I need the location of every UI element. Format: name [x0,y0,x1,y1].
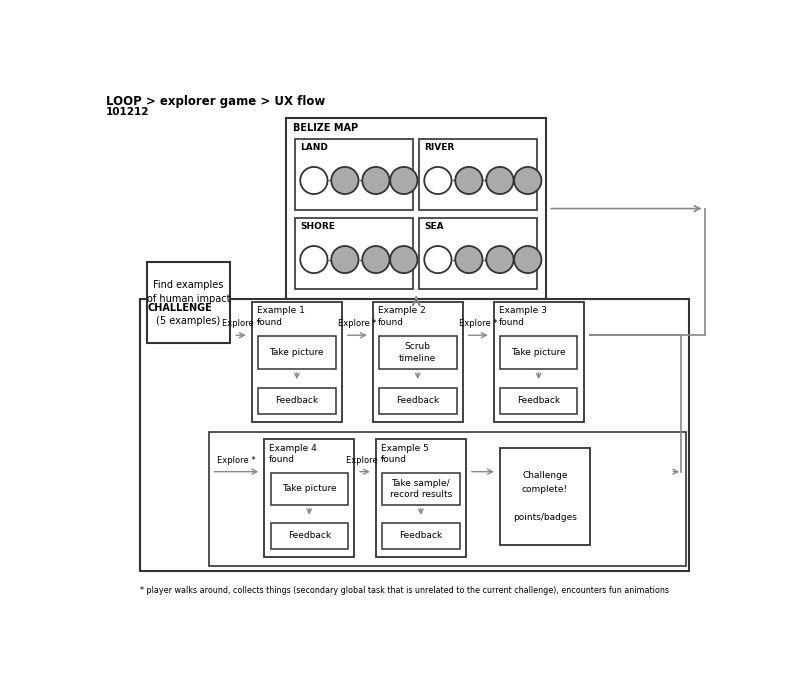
Ellipse shape [455,246,482,273]
Text: Challenge: Challenge [522,471,568,480]
Ellipse shape [300,246,327,273]
Text: Example 1: Example 1 [257,307,305,316]
Ellipse shape [331,167,358,194]
Ellipse shape [514,246,542,273]
Ellipse shape [331,246,358,273]
Text: BELIZE MAP: BELIZE MAP [294,122,358,133]
Text: SEA: SEA [424,222,444,231]
Text: found: found [381,455,407,464]
Text: Explore *: Explore * [217,456,256,464]
Ellipse shape [455,167,482,194]
FancyBboxPatch shape [419,218,537,290]
Text: LAND: LAND [300,143,328,152]
Text: Example 2: Example 2 [378,307,426,316]
FancyBboxPatch shape [500,448,590,545]
FancyBboxPatch shape [379,388,457,414]
FancyBboxPatch shape [379,337,457,369]
FancyBboxPatch shape [209,432,686,566]
Text: Example 4: Example 4 [270,443,317,453]
Text: Scrub: Scrub [405,343,430,352]
FancyBboxPatch shape [264,439,354,556]
FancyBboxPatch shape [376,439,466,556]
Text: Take picture: Take picture [511,348,566,357]
FancyBboxPatch shape [286,118,546,299]
FancyBboxPatch shape [258,337,336,369]
FancyBboxPatch shape [258,388,336,414]
FancyBboxPatch shape [270,473,348,505]
FancyBboxPatch shape [500,337,578,369]
Text: complete!: complete! [522,486,568,494]
Text: found: found [498,318,525,327]
Text: Explore *: Explore * [338,319,377,328]
Text: Feedback: Feedback [399,531,442,540]
Text: Example 3: Example 3 [498,307,546,316]
FancyBboxPatch shape [373,301,462,422]
FancyBboxPatch shape [270,523,348,549]
Ellipse shape [486,167,514,194]
Text: Explore *: Explore * [346,456,384,464]
Text: Feedback: Feedback [288,531,331,540]
FancyBboxPatch shape [140,299,689,571]
Text: of human impact: of human impact [146,294,230,304]
Ellipse shape [362,167,390,194]
Text: Explore *: Explore * [459,319,498,328]
FancyBboxPatch shape [295,218,413,290]
Ellipse shape [300,167,327,194]
Text: record results: record results [390,490,452,499]
FancyBboxPatch shape [382,473,459,505]
FancyBboxPatch shape [419,139,537,210]
Ellipse shape [362,246,390,273]
FancyBboxPatch shape [382,523,459,549]
Ellipse shape [486,246,514,273]
Text: Find examples: Find examples [153,280,223,290]
Text: found: found [257,318,283,327]
Ellipse shape [390,167,418,194]
Ellipse shape [514,167,542,194]
Text: Take picture: Take picture [282,484,337,493]
Text: points/badges: points/badges [513,513,577,522]
Text: 101212: 101212 [106,107,150,117]
FancyBboxPatch shape [252,301,342,422]
Text: timeline: timeline [399,354,436,363]
Ellipse shape [390,246,418,273]
Ellipse shape [424,167,451,194]
Text: Take picture: Take picture [270,348,324,357]
Text: * player walks around, collects things (secondary global task that is unrelated : * player walks around, collects things (… [140,586,670,595]
Text: CHALLENGE: CHALLENGE [148,303,213,313]
Text: Feedback: Feedback [275,396,318,405]
Text: Take sample/: Take sample/ [391,479,450,488]
Text: Explore *: Explore * [222,319,260,328]
FancyBboxPatch shape [500,388,578,414]
Text: Example 5: Example 5 [381,443,429,453]
Text: found: found [270,455,295,464]
FancyBboxPatch shape [146,262,230,343]
Text: SHORE: SHORE [300,222,335,231]
Text: found: found [378,318,404,327]
Ellipse shape [424,246,451,273]
Text: LOOP > explorer game > UX flow: LOOP > explorer game > UX flow [106,95,326,107]
FancyBboxPatch shape [295,139,413,210]
Text: Feedback: Feedback [396,396,439,405]
Text: RIVER: RIVER [424,143,454,152]
Text: Feedback: Feedback [517,396,560,405]
Text: (5 examples): (5 examples) [156,316,221,326]
FancyBboxPatch shape [494,301,584,422]
